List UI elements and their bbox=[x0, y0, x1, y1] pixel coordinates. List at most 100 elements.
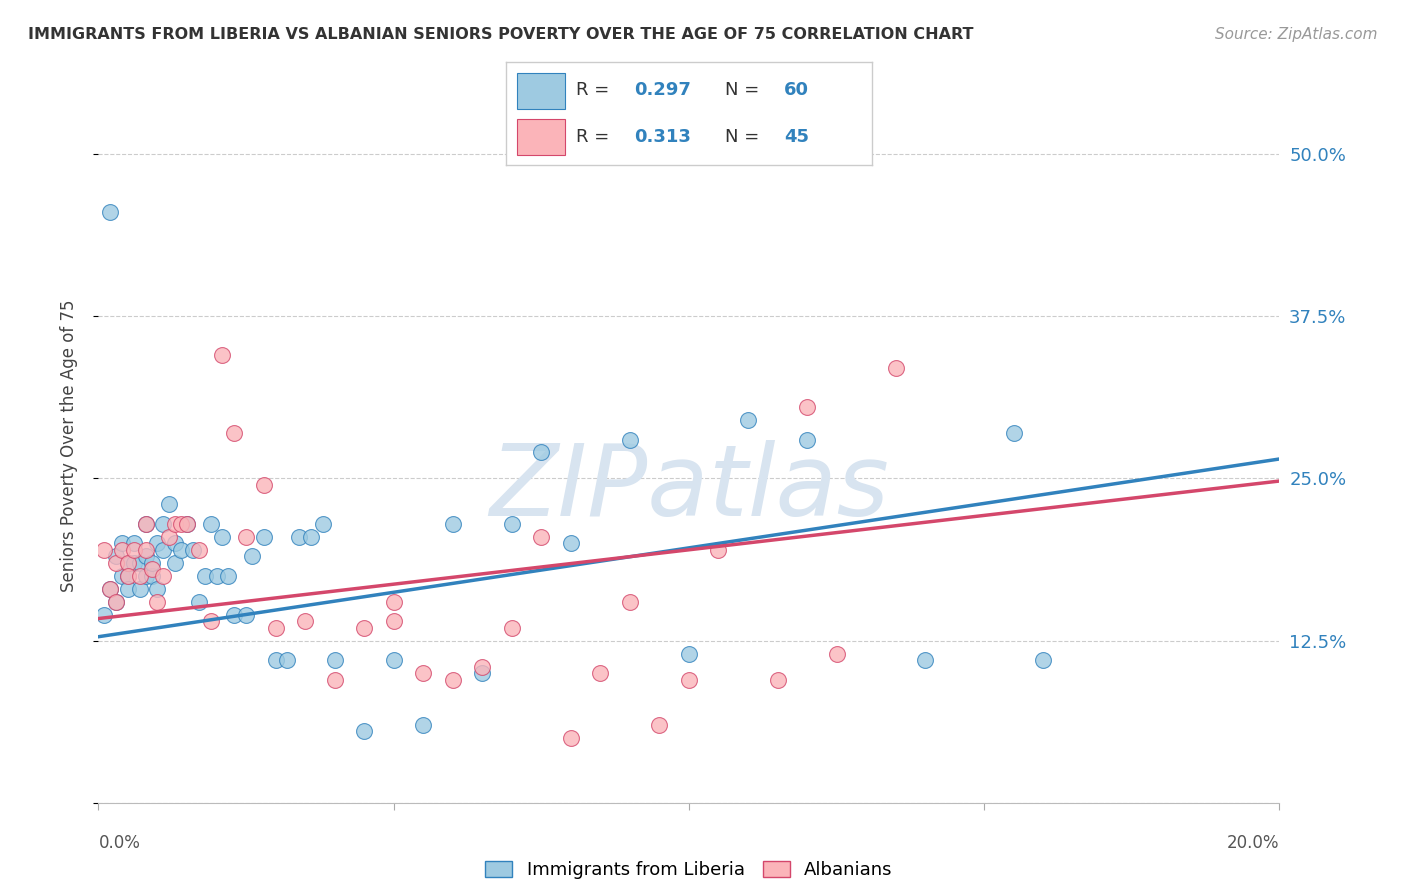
Point bbox=[323, 673, 346, 687]
Point bbox=[194, 568, 217, 582]
Point bbox=[530, 530, 553, 544]
Point bbox=[200, 614, 222, 628]
Bar bbox=[517, 73, 565, 109]
Point bbox=[98, 582, 121, 596]
Point bbox=[170, 516, 193, 531]
Point bbox=[619, 595, 641, 609]
Point bbox=[205, 568, 228, 582]
Point bbox=[737, 413, 759, 427]
Point bbox=[187, 595, 209, 609]
Point bbox=[211, 348, 233, 362]
Text: ZIPatlas: ZIPatlas bbox=[489, 441, 889, 537]
Text: 0.0%: 0.0% bbox=[98, 834, 141, 852]
Point bbox=[796, 433, 818, 447]
Point bbox=[382, 595, 405, 609]
Point bbox=[176, 516, 198, 531]
Point bbox=[157, 530, 180, 544]
Point bbox=[471, 659, 494, 673]
Point bbox=[501, 516, 523, 531]
Point bbox=[98, 205, 121, 219]
Text: 0.313: 0.313 bbox=[634, 128, 690, 145]
Point bbox=[105, 595, 128, 609]
Point bbox=[93, 607, 115, 622]
Text: N =: N = bbox=[725, 128, 765, 145]
Point bbox=[105, 595, 128, 609]
Point bbox=[181, 542, 204, 557]
Point bbox=[105, 549, 128, 564]
Point bbox=[253, 530, 276, 544]
Legend: Immigrants from Liberia, Albanians: Immigrants from Liberia, Albanians bbox=[478, 854, 900, 887]
Point bbox=[678, 673, 700, 687]
Point bbox=[501, 621, 523, 635]
Point bbox=[530, 445, 553, 459]
Point bbox=[560, 731, 582, 745]
Point bbox=[299, 530, 322, 544]
Point bbox=[170, 542, 193, 557]
Point bbox=[117, 556, 139, 570]
Text: N =: N = bbox=[725, 80, 765, 99]
Point bbox=[165, 516, 187, 531]
Text: 0.297: 0.297 bbox=[634, 80, 690, 99]
Point bbox=[165, 536, 187, 550]
Point bbox=[914, 653, 936, 667]
Point bbox=[157, 497, 180, 511]
Point bbox=[253, 478, 276, 492]
Point bbox=[93, 542, 115, 557]
Point bbox=[141, 556, 163, 570]
Point bbox=[294, 614, 316, 628]
Point bbox=[122, 536, 145, 550]
Point bbox=[441, 516, 464, 531]
Point bbox=[187, 542, 209, 557]
Point bbox=[141, 562, 163, 576]
Point bbox=[135, 516, 157, 531]
Text: Source: ZipAtlas.com: Source: ZipAtlas.com bbox=[1215, 27, 1378, 42]
Point bbox=[141, 568, 163, 582]
Point bbox=[264, 621, 287, 635]
Point bbox=[200, 516, 222, 531]
Text: 60: 60 bbox=[785, 80, 808, 99]
Point bbox=[111, 542, 134, 557]
Point bbox=[146, 536, 169, 550]
Point bbox=[471, 666, 494, 681]
Point bbox=[382, 653, 405, 667]
Point bbox=[312, 516, 335, 531]
Point bbox=[589, 666, 612, 681]
Point bbox=[117, 556, 139, 570]
Point bbox=[288, 530, 311, 544]
Point bbox=[152, 568, 174, 582]
Point bbox=[135, 568, 157, 582]
Point bbox=[128, 568, 150, 582]
Point bbox=[105, 556, 128, 570]
Point bbox=[135, 542, 157, 557]
Bar bbox=[517, 119, 565, 155]
Point bbox=[128, 556, 150, 570]
Point bbox=[117, 568, 139, 582]
Y-axis label: Seniors Poverty Over the Age of 75: Seniors Poverty Over the Age of 75 bbox=[59, 300, 77, 592]
Point bbox=[353, 621, 375, 635]
Point bbox=[648, 718, 671, 732]
Point bbox=[619, 433, 641, 447]
Point bbox=[678, 647, 700, 661]
Point bbox=[766, 673, 789, 687]
Point bbox=[117, 582, 139, 596]
Point bbox=[176, 516, 198, 531]
Point bbox=[235, 530, 257, 544]
Text: 20.0%: 20.0% bbox=[1227, 834, 1279, 852]
Point bbox=[825, 647, 848, 661]
Point bbox=[122, 556, 145, 570]
Point bbox=[796, 400, 818, 414]
Point bbox=[217, 568, 239, 582]
Point bbox=[128, 582, 150, 596]
Point bbox=[323, 653, 346, 667]
Point bbox=[264, 653, 287, 667]
Point bbox=[707, 542, 730, 557]
Point bbox=[146, 582, 169, 596]
Point bbox=[98, 582, 121, 596]
Point bbox=[276, 653, 298, 667]
Point bbox=[224, 607, 246, 622]
Point bbox=[235, 607, 257, 622]
Point bbox=[122, 542, 145, 557]
Point bbox=[1002, 425, 1025, 440]
Point bbox=[240, 549, 263, 564]
Point bbox=[146, 595, 169, 609]
